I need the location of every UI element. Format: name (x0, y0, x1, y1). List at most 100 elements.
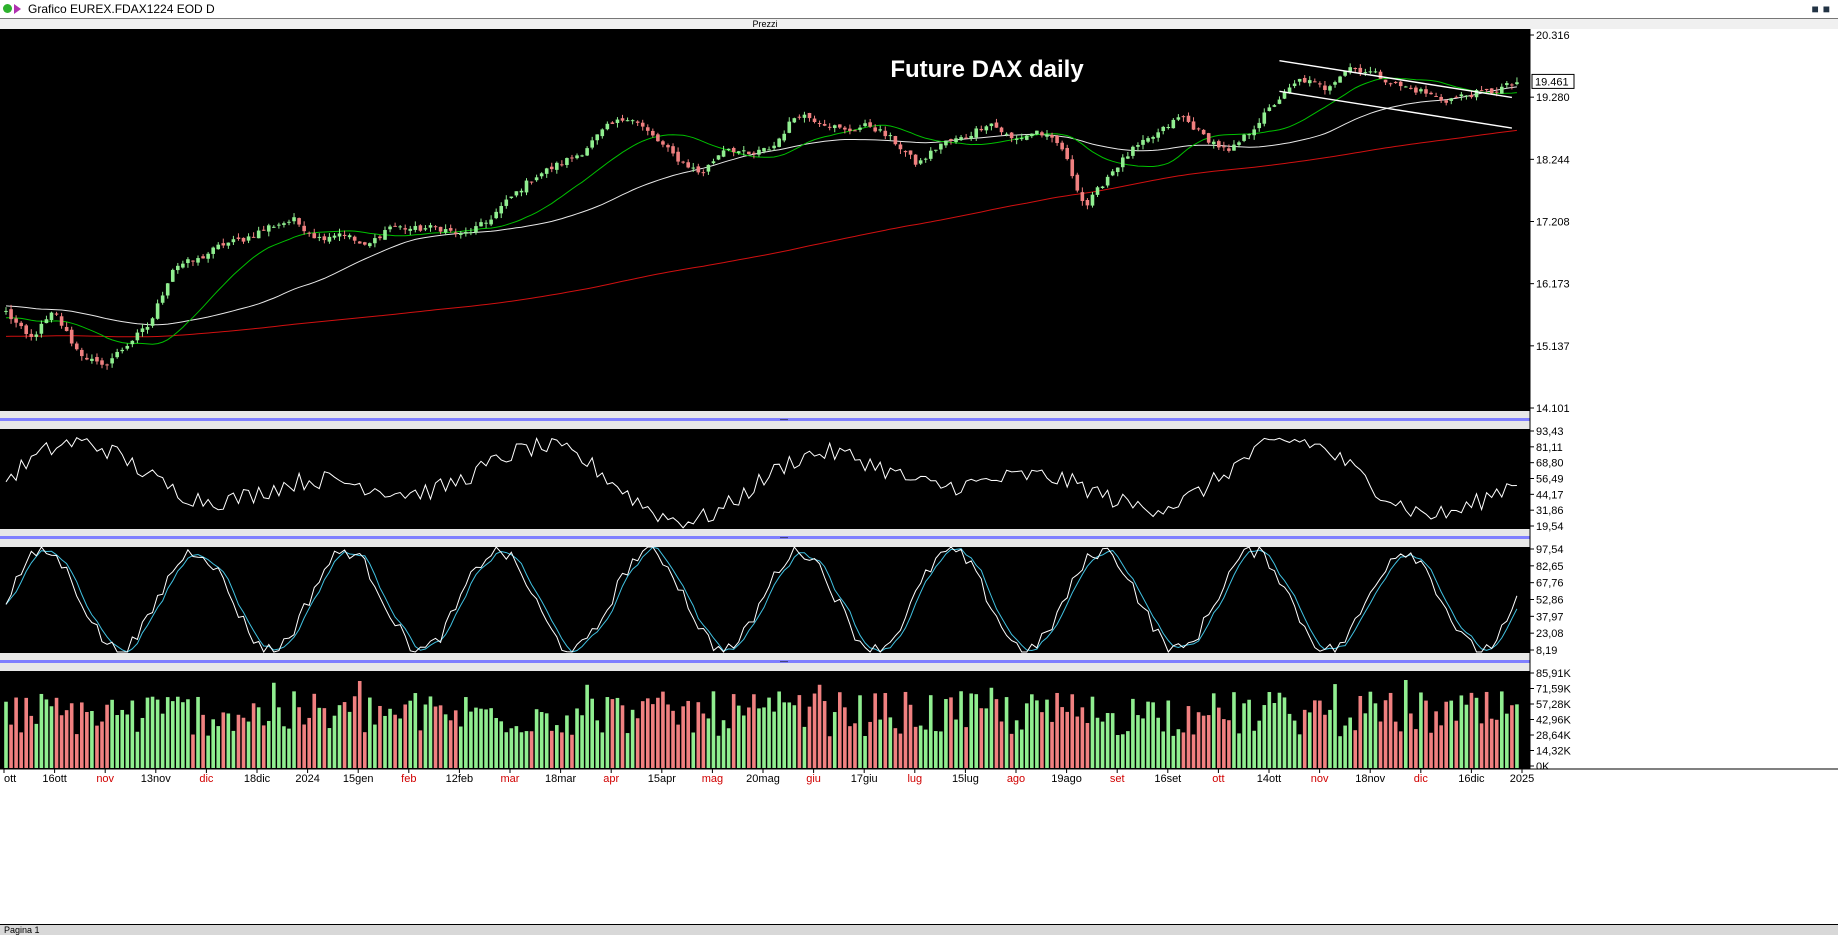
candle (625, 120, 630, 122)
candle (1297, 78, 1302, 82)
volume-bar (888, 717, 893, 768)
window-controls[interactable]: ■■ (1811, 2, 1834, 16)
candle (1186, 115, 1191, 122)
volume-bar (499, 721, 504, 768)
osc-tick-label: 44,17 (1536, 489, 1564, 501)
last-value-label: 19.461 (1535, 76, 1569, 88)
candle (1181, 116, 1186, 118)
status-dot-icon[interactable] (3, 4, 12, 13)
candle (645, 127, 650, 131)
stoch-tick-label: 23,08 (1536, 628, 1564, 640)
candle (610, 122, 615, 124)
candle (373, 238, 377, 244)
volume-bar (959, 691, 963, 768)
candle (226, 242, 231, 246)
candle (297, 218, 301, 225)
volume-bar (1080, 707, 1085, 768)
candle (362, 242, 367, 245)
volume-bar (1070, 694, 1075, 768)
x-tick-label: 13nov (141, 773, 171, 785)
volume-bar (216, 726, 221, 768)
volume-bar (1378, 721, 1383, 768)
volume-bar (1065, 711, 1069, 768)
volume-bar (539, 712, 544, 768)
volume-bar (949, 697, 953, 768)
volume-bar (979, 708, 984, 768)
candle (39, 323, 44, 334)
candle (838, 124, 842, 128)
candle (979, 128, 984, 131)
volume-bar (1505, 713, 1509, 768)
candle (812, 118, 817, 123)
candle (605, 123, 610, 130)
candle (1065, 147, 1069, 160)
volume-bar (969, 693, 973, 768)
volume-bar (1151, 702, 1155, 768)
volume-bar (1222, 719, 1226, 768)
candle (716, 155, 721, 160)
candle (261, 229, 266, 231)
candle (29, 333, 34, 337)
volume-bar (302, 724, 306, 768)
vol-tick-label: 57,28K (1536, 699, 1572, 711)
volume-bar (782, 702, 787, 768)
volume-bar (1464, 704, 1469, 768)
candle (787, 121, 792, 133)
volume-bar (312, 693, 317, 768)
candle (34, 334, 39, 337)
candle (1080, 192, 1085, 202)
volume-bar (150, 696, 155, 768)
volume-bar (974, 694, 979, 768)
candle (898, 144, 903, 150)
candle (1444, 100, 1448, 103)
volume-bar (939, 731, 943, 768)
candle (1328, 86, 1332, 91)
volume-bar (1338, 736, 1342, 768)
candle (1060, 142, 1064, 150)
volume-bar (1439, 725, 1443, 768)
volume-bar (362, 732, 367, 768)
volume-bar (883, 693, 888, 768)
volume-bar (1459, 695, 1464, 768)
play-icon[interactable] (14, 4, 21, 14)
candle (1262, 112, 1267, 124)
volume-bar (661, 691, 665, 768)
candle (1494, 91, 1499, 93)
page-tab[interactable]: Pagina 1 (4, 925, 40, 935)
volume-bar (1141, 718, 1145, 768)
volume-bar (843, 707, 847, 768)
candle (560, 164, 564, 166)
osc-tick-label: 81,11 (1536, 442, 1563, 454)
candle (428, 225, 433, 228)
volume-bar (125, 714, 130, 768)
time-axis-background (0, 769, 1838, 924)
candle (752, 152, 756, 154)
candle (656, 134, 660, 142)
candle (448, 228, 453, 231)
volume-bar (1398, 731, 1403, 768)
x-tick-label: 15lug (952, 773, 979, 785)
volume-bar (1176, 729, 1181, 768)
volume-bar (155, 699, 160, 768)
volume-bar (1358, 695, 1363, 768)
volume-bar (1323, 714, 1327, 768)
candle (883, 130, 888, 137)
candle (1024, 135, 1029, 140)
volume-bar (524, 731, 529, 768)
candle (1191, 121, 1196, 130)
osc-tick-label: 68,80 (1536, 458, 1564, 470)
volume-bar (625, 733, 630, 768)
candle (1045, 134, 1049, 137)
volume-bar (221, 712, 226, 768)
volume-bar (1424, 700, 1428, 768)
x-tick-label: mag (702, 773, 723, 785)
price-tick-label: 15.137 (1536, 341, 1570, 353)
candle (44, 319, 49, 324)
chart-area[interactable]: Prezzi — — — Future DAX daily 20.316 19.280 18… (0, 19, 1838, 924)
volume-bar (474, 707, 478, 768)
candle (1449, 98, 1454, 101)
volume-bar (484, 709, 488, 768)
volume-bar (1429, 732, 1433, 768)
candle (256, 230, 261, 239)
volume-bar (170, 701, 175, 768)
